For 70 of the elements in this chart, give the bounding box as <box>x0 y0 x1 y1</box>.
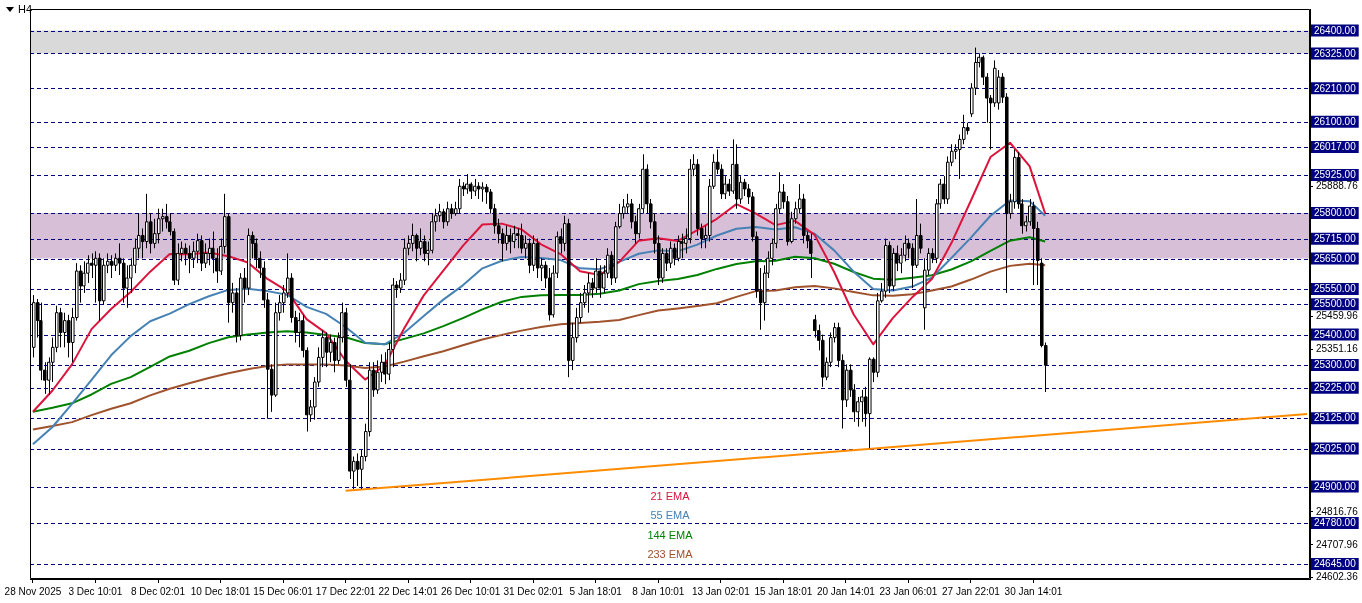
ref-line-label: 26400.00 <box>1314 24 1357 36</box>
candlestick <box>297 312 301 348</box>
candlestick <box>333 337 337 373</box>
y-tick-label: 24602.36 <box>1316 570 1359 582</box>
ref-line-label: 24645.00 <box>1314 558 1357 570</box>
x-tick-label: 3 Dec 10:01 <box>68 585 123 597</box>
candlestick <box>247 227 251 296</box>
ref-line-label: 25225.00 <box>1314 382 1357 394</box>
ref-line-label: 25925.00 <box>1314 169 1357 181</box>
ref-line-label: 25800.00 <box>1314 207 1357 219</box>
x-tick-label: 26 Dec 10:01 <box>440 585 501 597</box>
ref-line-label: 26325.00 <box>1314 47 1357 59</box>
x-tick-label: 27 Jan 22:01 <box>942 585 1001 597</box>
candlestick <box>567 218 571 378</box>
candlestick <box>680 233 684 259</box>
candlestick <box>200 234 204 272</box>
x-tick-label: 10 Dec 18:01 <box>190 585 251 597</box>
candlestick <box>516 227 520 249</box>
x-tick-label: 31 Dec 02:01 <box>503 585 564 597</box>
x-tick-label: 22 Dec 14:01 <box>378 585 439 597</box>
candlestick <box>423 234 427 262</box>
candlestick <box>419 227 423 256</box>
candlestick <box>67 314 71 358</box>
y-tick-label: 25459.96 <box>1316 310 1359 322</box>
text: 233 EMA <box>647 548 694 561</box>
candlestick <box>39 302 43 381</box>
x-tick-label: 30 Jan 14:01 <box>1004 585 1063 597</box>
y-tick-label: 25351.16 <box>1316 343 1359 355</box>
ref-line-label: 25650.00 <box>1314 252 1357 264</box>
ref-line-label: 26210.00 <box>1314 82 1357 94</box>
ref-line-label: 25550.00 <box>1314 283 1357 295</box>
candlestick <box>325 331 329 368</box>
ref-line-label: 25125.00 <box>1314 412 1357 424</box>
ref-line-label: 24900.00 <box>1314 480 1357 492</box>
ref-line-label: 26100.00 <box>1314 116 1357 128</box>
x-tick-label: 20 Jan 14:01 <box>816 585 876 597</box>
x-tick-label: 23 Jan 06:01 <box>879 585 938 597</box>
candlestick <box>677 234 681 262</box>
x-tick-label: 28 Nov 2025 <box>4 585 62 597</box>
x-tick-label: 13 Jan 02:01 <box>691 585 751 597</box>
x-tick-label: 8 Jan 10:01 <box>632 585 685 597</box>
candlestick <box>329 334 333 363</box>
ref-line-label: 26017.00 <box>1314 141 1357 153</box>
x-tick-label: 17 Dec 22:01 <box>315 585 376 597</box>
ref-line-label: 25715.00 <box>1314 233 1357 245</box>
candlestick <box>196 233 200 264</box>
candlestick <box>59 307 63 348</box>
text: 21 EMA <box>650 489 691 502</box>
candlestick <box>884 238 888 299</box>
ref-line-label: 25025.00 <box>1314 442 1357 454</box>
candlestick <box>520 223 524 254</box>
x-tick-label: 15 Jan 18:01 <box>754 585 813 597</box>
candlestick <box>149 213 153 254</box>
x-tick-label: 15 Dec 06:01 <box>253 585 314 597</box>
ref-line-label: 25400.00 <box>1314 328 1357 340</box>
candlestick <box>411 223 415 252</box>
ref-line-label: 24780.00 <box>1314 517 1357 529</box>
candlestick <box>915 198 919 269</box>
y-tick-label: 24707.96 <box>1316 538 1359 550</box>
x-tick-label: 5 Jan 18:01 <box>569 585 623 597</box>
text: 144 EMA <box>647 528 694 541</box>
candlestick <box>501 227 505 262</box>
candlestick <box>63 312 67 348</box>
x-tick-label: 8 Dec 02:01 <box>131 585 186 597</box>
candlestick <box>505 225 509 251</box>
ref-line-label: 25300.00 <box>1314 359 1357 371</box>
y-tick-label: 25888.76 <box>1316 179 1359 191</box>
text: 55 EMA <box>650 509 691 522</box>
ref-line-label: 25500.00 <box>1314 298 1357 310</box>
y-tick-label: 24816.76 <box>1316 505 1359 517</box>
